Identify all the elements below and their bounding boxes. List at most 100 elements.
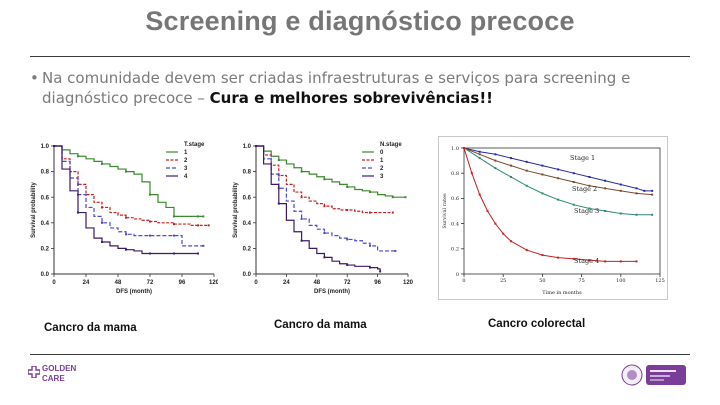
data-point [149, 193, 151, 196]
data-point [125, 248, 127, 251]
data-point [604, 210, 607, 212]
x-tick-label: 125 [655, 278, 665, 284]
x-tick-label: 72 [344, 280, 351, 286]
data-point [149, 252, 151, 255]
y-tick-label: 0.2 [451, 247, 459, 253]
data-point [502, 232, 505, 235]
data-point [323, 256, 326, 259]
legend-entry: 2 [184, 158, 188, 164]
chart-canvas: 0 25 50 75 100 125 0 0.2 0.4 0.6 0.8 1.0 Time in mon… [438, 136, 668, 300]
bullet-emphasis: Cura e melhores sobrevivências!! [209, 89, 494, 107]
data-point [277, 202, 280, 205]
x-tick-label: 100 [616, 278, 626, 284]
data-point [572, 181, 575, 184]
data-point [300, 239, 303, 242]
x-tick-label: 25 [500, 278, 506, 284]
caption-chart-1: Cancro da mama [44, 322, 137, 334]
data-point [346, 238, 349, 241]
series-line-0 [256, 145, 406, 198]
x-tick-label: 120 [403, 280, 414, 286]
data-point [525, 184, 528, 187]
chart-frame [438, 136, 668, 300]
data-point [197, 252, 199, 255]
data-point [619, 212, 622, 215]
x-axis-label: Time in months [542, 290, 582, 296]
x-tick-label: 48 [115, 280, 122, 286]
data-point [651, 189, 654, 192]
data-point [557, 256, 560, 259]
data-point [635, 213, 638, 216]
data-point [557, 168, 560, 171]
data-point [572, 257, 575, 260]
series-line-3 [256, 145, 381, 272]
data-point [651, 193, 654, 196]
data-point [619, 183, 622, 186]
km-chart-t-stage: 0 24 48 72 96 120 0.0 0.2 0.4 0.6 0.8 1.0 DFS (month… [28, 136, 218, 306]
data-point [391, 196, 394, 199]
data-point [494, 159, 497, 162]
data-point [588, 207, 591, 210]
data-point [510, 175, 513, 178]
y-tick-label: 0.6 [41, 195, 50, 201]
data-point [369, 211, 371, 214]
data-point [643, 189, 646, 192]
y-tick-label: 0.2 [41, 247, 50, 253]
legend-entry: 3 [380, 174, 384, 180]
x-tick-label: 48 [313, 280, 320, 286]
caption-chart-3: Cancro colorectal [488, 318, 586, 330]
series-line-0 [463, 147, 653, 192]
data-point [77, 155, 79, 158]
x-tick-label: 120 [209, 280, 218, 286]
cross-icon [28, 366, 40, 378]
data-point [125, 233, 127, 236]
data-point [572, 203, 575, 206]
data-point [404, 196, 407, 199]
data-point [557, 198, 560, 201]
data-point [149, 234, 151, 237]
y-tick-label: 0.2 [243, 247, 252, 253]
data-point [494, 153, 497, 156]
bullet-marker: • [30, 69, 39, 87]
y-tick-label: 0.4 [451, 221, 459, 227]
data-point [604, 179, 607, 182]
x-axis-label: DFS (month) [116, 289, 152, 295]
legend-entry: 2 [380, 166, 384, 172]
data-point [478, 153, 481, 156]
data-point [463, 147, 465, 149]
y-axis-label: Survival probability [233, 181, 239, 237]
slide-title: Screening e diagnóstico precoce [145, 6, 575, 36]
series-label: Stage 2 [572, 185, 597, 193]
data-point [588, 175, 591, 178]
partner-logo [620, 362, 688, 388]
data-point [323, 178, 326, 181]
data-point [101, 162, 103, 165]
data-point [604, 260, 607, 263]
series-label: Stage 4 [574, 257, 599, 265]
data-point [391, 211, 394, 214]
legend-title: N.stage [380, 142, 402, 148]
data-point [369, 266, 371, 269]
y-tick-label: 1.0 [41, 144, 50, 150]
logo-line-2: CARE [42, 374, 65, 383]
data-point [255, 145, 257, 147]
data-point [510, 157, 513, 160]
data-point [173, 215, 175, 218]
data-point [572, 172, 575, 175]
data-point [125, 216, 127, 219]
x-tick-label: 96 [374, 280, 381, 286]
legend-entry: 3 [184, 166, 188, 172]
bullet-point: • Na comunidade devem ser criadas infrae… [30, 68, 680, 108]
data-point [202, 215, 205, 218]
x-tick-label: 50 [539, 278, 545, 284]
y-tick-label: 0 [456, 272, 459, 278]
data-point [541, 254, 544, 257]
data-point [300, 217, 303, 220]
title-underline [30, 56, 690, 57]
data-point [173, 223, 175, 226]
data-point [277, 174, 280, 177]
data-point [369, 244, 371, 247]
y-tick-label: 0.0 [41, 272, 50, 278]
data-point [541, 173, 544, 176]
data-point [202, 244, 205, 247]
